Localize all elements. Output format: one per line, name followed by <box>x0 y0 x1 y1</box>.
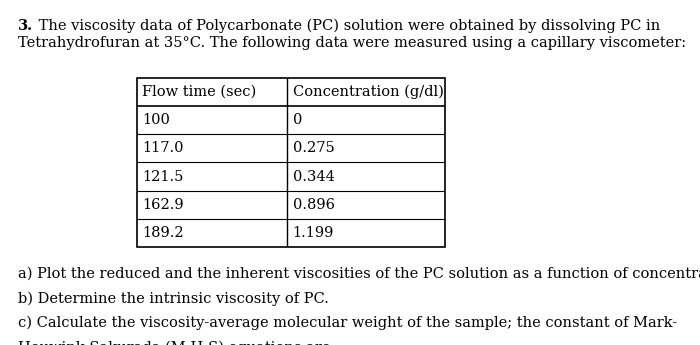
Text: Houwink-Sakurada (M-H-S) equations are:: Houwink-Sakurada (M-H-S) equations are: <box>18 341 335 345</box>
Text: 189.2: 189.2 <box>142 226 183 240</box>
Text: b) Determine the intrinsic viscosity of PC.: b) Determine the intrinsic viscosity of … <box>18 291 329 306</box>
Text: Concentration (g/dl): Concentration (g/dl) <box>293 85 444 99</box>
Text: Tetrahydrofuran at 35°C. The following data were measured using a capillary visc: Tetrahydrofuran at 35°C. The following d… <box>18 36 686 50</box>
Text: 0.275: 0.275 <box>293 141 335 155</box>
Text: 0.896: 0.896 <box>293 198 335 212</box>
Text: 162.9: 162.9 <box>142 198 183 212</box>
Text: 1.199: 1.199 <box>293 226 334 240</box>
Text: 0: 0 <box>293 113 302 127</box>
Text: 117.0: 117.0 <box>142 141 183 155</box>
Text: The viscosity data of Polycarbonate (PC) solution were obtained by dissolving PC: The viscosity data of Polycarbonate (PC)… <box>34 19 660 33</box>
Text: 100: 100 <box>142 113 170 127</box>
Text: c) Calculate the viscosity-average molecular weight of the sample; the constant : c) Calculate the viscosity-average molec… <box>18 316 678 331</box>
Text: 3.: 3. <box>18 19 34 33</box>
Text: 121.5: 121.5 <box>142 170 183 184</box>
Text: a) Plot the reduced and the inherent viscosities of the PC solution as a functio: a) Plot the reduced and the inherent vis… <box>18 266 700 280</box>
Text: 0.344: 0.344 <box>293 170 335 184</box>
Text: Flow time (sec): Flow time (sec) <box>142 85 256 99</box>
